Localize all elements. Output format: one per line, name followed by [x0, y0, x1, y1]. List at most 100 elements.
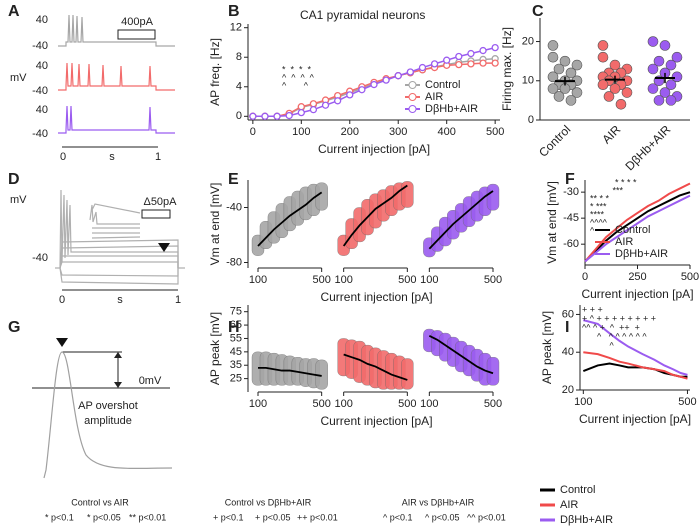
x-axis-label: s	[117, 294, 123, 306]
data-point	[565, 67, 577, 79]
data-point	[647, 36, 659, 47]
x-tick-label: 0	[582, 271, 588, 283]
data-point	[565, 95, 577, 106]
data-point	[430, 60, 439, 68]
x-axis-label: Current injection [pA]	[320, 414, 432, 428]
x-tick-label: 200	[341, 126, 359, 138]
trace-panel-g	[32, 338, 173, 479]
legend-marker	[408, 105, 417, 113]
data-point	[671, 51, 683, 63]
data-point	[261, 112, 269, 120]
panel-label: I	[565, 319, 569, 336]
y-tick-label: 40	[36, 60, 48, 72]
series-line	[583, 319, 688, 376]
x-tick-label: 500	[398, 398, 416, 410]
data-point	[659, 87, 671, 98]
data-point	[467, 49, 475, 58]
scatter-cloud	[401, 181, 414, 208]
scatter-cloud	[401, 358, 414, 390]
data-point	[647, 83, 659, 94]
stimulus-label: 400pA	[121, 16, 153, 28]
x-tick-label: 100	[574, 396, 592, 408]
y-tick-label: 20	[522, 35, 534, 47]
data-point	[553, 91, 565, 102]
legend-label: DβHb+AIR	[425, 103, 478, 115]
data-point	[547, 40, 559, 51]
significance-marker: ^ ^	[282, 80, 309, 90]
legend-label: Control	[425, 79, 460, 91]
y-tick-label: -40	[226, 201, 242, 213]
data-point	[491, 59, 499, 67]
chart-title: CA1 pyramidal neurons	[300, 8, 425, 22]
y-tick-label: -40	[32, 252, 48, 264]
data-point	[334, 97, 342, 105]
y-axis-label: AP peak [mV]	[540, 311, 554, 384]
y-tick-label: 65	[230, 319, 242, 331]
x-tick-label: 100	[334, 398, 352, 410]
series-line	[584, 191, 691, 263]
panel-label: B	[228, 3, 240, 20]
significance-marker: ^^^^	[590, 217, 608, 227]
significance-entry: ++ p<0.01	[297, 512, 338, 522]
significance-title: Control vs AIR	[71, 497, 129, 507]
significance-marker: * ***	[590, 201, 607, 211]
x-tick-label: 500	[678, 396, 696, 408]
data-point	[394, 72, 402, 80]
data-point	[370, 80, 378, 89]
significance-marker: ^ ^ ^ ^	[282, 72, 315, 82]
significance-entry: ** p<0.01	[129, 512, 166, 522]
data-point	[491, 43, 499, 52]
inset-traces	[89, 203, 141, 239]
voltage-trace	[59, 245, 179, 269]
data-point	[659, 40, 671, 51]
arrowhead	[56, 338, 68, 347]
y-tick-label: 25	[230, 373, 242, 385]
data-point	[321, 101, 330, 109]
data-point	[273, 112, 281, 120]
data-point	[547, 83, 559, 94]
scatter-cloud	[486, 183, 500, 211]
legend-label: Control	[615, 224, 650, 236]
legend-marker	[408, 81, 417, 89]
significance-marker: ^^ ^ + ^ ++ +	[582, 322, 640, 332]
x-tick-label: 500	[681, 271, 699, 283]
data-point	[297, 108, 305, 117]
y-tick-label: 20	[562, 384, 574, 396]
data-point	[547, 71, 559, 83]
annotation: amplitude	[84, 415, 132, 427]
significance-entry: * p<0.05	[87, 512, 121, 522]
data-point	[609, 83, 621, 94]
data-point	[309, 106, 318, 114]
y-tick-label: 0	[528, 114, 534, 126]
panel-label: H	[228, 319, 240, 336]
data-point	[597, 51, 609, 63]
significance-marker: ^	[582, 340, 615, 350]
x-axis-label: Current injection [pA]	[579, 412, 691, 426]
data-point	[382, 76, 390, 84]
x-axis-label: Current injection [pA]	[581, 287, 693, 301]
x-tick-label: 100	[249, 398, 267, 410]
significance-marker: ** * *	[590, 193, 610, 203]
y-tick-label: 8	[236, 51, 242, 63]
y-tick-label: -30	[563, 186, 579, 198]
significance-entry: ^ p<0.1	[383, 512, 413, 522]
y-tick-label: 12	[230, 22, 242, 34]
series-line	[584, 194, 691, 263]
mean-line	[428, 334, 494, 375]
panel-label: F	[565, 171, 575, 188]
mean-line	[428, 190, 494, 250]
x-tick-label: 1	[155, 151, 161, 163]
panel-label: D	[8, 171, 20, 188]
voltage-trace	[59, 267, 179, 277]
y-tick-label: 55	[230, 332, 242, 344]
y-axis-label: Vm at end [mV]	[545, 181, 559, 264]
data-point	[653, 95, 665, 106]
data-point	[621, 87, 633, 98]
data-point	[285, 111, 293, 120]
y-tick-label: 75	[230, 306, 242, 318]
significance-entry: ^^ p<0.01	[467, 512, 506, 522]
panel-label: C	[532, 3, 544, 20]
y-tick-label: -40	[32, 40, 48, 52]
data-point	[346, 91, 354, 99]
